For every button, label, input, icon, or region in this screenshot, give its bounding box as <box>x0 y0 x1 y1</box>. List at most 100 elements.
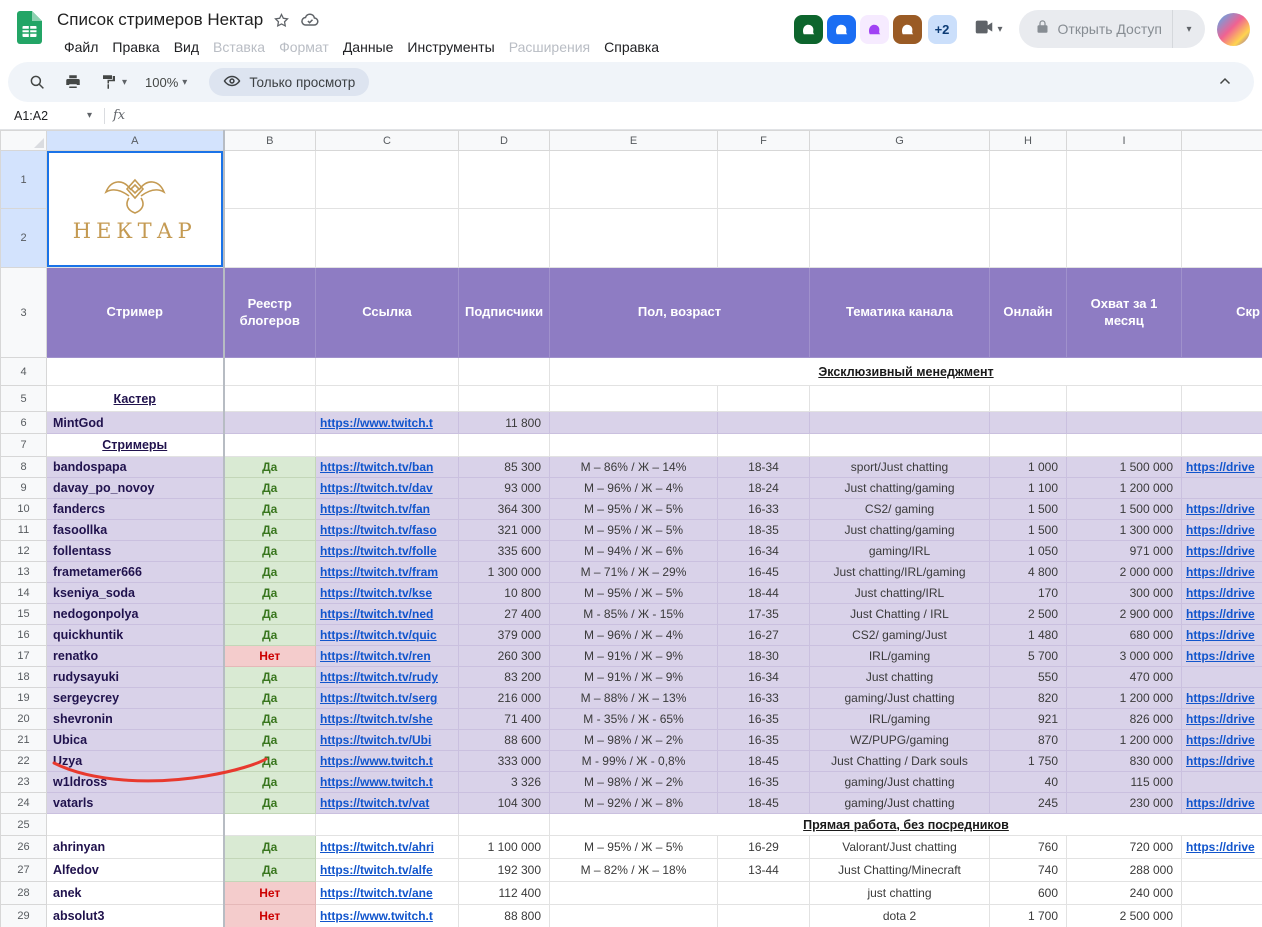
zoom-select[interactable]: 100% ▾ <box>139 71 193 94</box>
registry-cell[interactable]: Да <box>223 687 316 709</box>
section-title-cell[interactable]: Эксклюзивный менеджмент <box>549 357 1262 386</box>
cell[interactable] <box>458 813 550 836</box>
subscribers-cell[interactable]: 104 300 <box>458 792 550 814</box>
age-cell[interactable]: 18-30 <box>717 645 810 667</box>
gender-cell[interactable]: М - 35% / Ж - 65% <box>549 708 718 730</box>
theme-cell[interactable]: Just Chatting / Dark souls <box>809 750 990 772</box>
channel-link-cell[interactable]: https://twitch.tv/Ubi <box>315 729 459 751</box>
cell[interactable] <box>549 208 718 268</box>
gender-cell[interactable]: М – 98% / Ж – 2% <box>549 729 718 751</box>
cell[interactable] <box>717 150 810 209</box>
theme-cell[interactable]: IRL/gaming <box>809 645 990 667</box>
age-cell[interactable]: 16-34 <box>717 540 810 562</box>
cell[interactable] <box>458 208 550 268</box>
online-cell[interactable]: 740 <box>989 858 1067 882</box>
streamer-name-cell[interactable]: renatko <box>46 645 225 667</box>
theme-cell[interactable]: Just chatting/IRL <box>809 582 990 604</box>
subscribers-cell[interactable]: 11 800 <box>458 411 550 434</box>
row-header[interactable]: 1 <box>0 150 47 209</box>
subscribers-cell[interactable]: 3 326 <box>458 771 550 793</box>
row-header[interactable]: 23 <box>0 771 47 793</box>
gender-cell[interactable]: М – 95% / Ж – 5% <box>549 582 718 604</box>
column-header-partial[interactable] <box>1181 130 1262 151</box>
channel-link-cell[interactable]: https://twitch.tv/ahri <box>315 835 459 859</box>
subscribers-cell[interactable]: 1 300 000 <box>458 561 550 583</box>
streamer-name-cell[interactable]: vatarls <box>46 792 225 814</box>
subscribers-cell[interactable]: 27 400 <box>458 603 550 625</box>
gender-cell[interactable]: М – 96% / Ж – 4% <box>549 477 718 499</box>
cell[interactable] <box>989 385 1067 412</box>
channel-link-cell[interactable]: https://twitch.tv/alfe <box>315 858 459 882</box>
cell[interactable] <box>717 385 810 412</box>
cell[interactable] <box>549 433 718 457</box>
cell[interactable] <box>1181 150 1262 209</box>
collaborator-avatar-1[interactable] <box>793 14 823 44</box>
cell[interactable] <box>1066 385 1182 412</box>
row-header[interactable]: 16 <box>0 624 47 646</box>
age-cell[interactable]: 16-35 <box>717 708 810 730</box>
row-header[interactable]: 24 <box>0 792 47 814</box>
cell[interactable] <box>223 385 316 412</box>
cell[interactable] <box>989 208 1067 268</box>
streamer-name-cell[interactable]: fasoollka <box>46 519 225 541</box>
channel-link-cell[interactable]: https://www.twitch.t <box>315 750 459 772</box>
theme-cell[interactable]: dota 2 <box>809 904 990 927</box>
theme-cell[interactable]: Just chatting/IRL/gaming <box>809 561 990 583</box>
cell[interactable] <box>223 813 316 836</box>
online-cell[interactable]: 245 <box>989 792 1067 814</box>
select-all-corner[interactable] <box>0 130 47 151</box>
online-cell[interactable]: 1 500 <box>989 519 1067 541</box>
streamer-name-cell[interactable]: ahrinyan <box>46 835 225 859</box>
row-header[interactable]: 17 <box>0 645 47 667</box>
reach-cell[interactable]: 2 500 000 <box>1066 904 1182 927</box>
screenshot-link-cell[interactable] <box>1181 904 1262 927</box>
reach-cell[interactable]: 230 000 <box>1066 792 1182 814</box>
document-title[interactable]: Список стримеров Нектар <box>57 10 264 29</box>
cell[interactable] <box>223 357 316 386</box>
gender-cell[interactable]: М – 71% / Ж – 29% <box>549 561 718 583</box>
channel-link-cell[interactable]: https://twitch.tv/ren <box>315 645 459 667</box>
collapse-toolbar-icon[interactable] <box>1210 69 1240 95</box>
registry-cell[interactable] <box>223 411 316 434</box>
cell[interactable] <box>549 150 718 209</box>
theme-cell[interactable]: gaming/Just chatting <box>809 687 990 709</box>
age-cell[interactable]: 16-27 <box>717 624 810 646</box>
screenshot-link-cell[interactable]: https://drive <box>1181 624 1262 646</box>
streamer-name-cell[interactable]: Alfedov <box>46 858 225 882</box>
sheets-logo-icon[interactable] <box>16 10 43 45</box>
reach-cell[interactable]: 1 200 000 <box>1066 729 1182 751</box>
name-box[interactable]: A1:A2 ▾ <box>10 109 96 123</box>
reach-cell[interactable]: 288 000 <box>1066 858 1182 882</box>
table-column-header[interactable]: Охват за 1 месяц <box>1066 267 1182 358</box>
online-cell[interactable]: 4 800 <box>989 561 1067 583</box>
row-header[interactable]: 7 <box>0 433 47 457</box>
theme-cell[interactable] <box>809 411 990 434</box>
collaborator-avatar-2[interactable] <box>826 14 856 44</box>
cell[interactable] <box>1181 385 1262 412</box>
row-header[interactable]: 21 <box>0 729 47 751</box>
cell[interactable] <box>315 813 459 836</box>
online-cell[interactable]: 1 050 <box>989 540 1067 562</box>
age-cell[interactable]: 16-29 <box>717 835 810 859</box>
cell[interactable] <box>717 208 810 268</box>
gender-cell[interactable]: М – 95% / Ж – 5% <box>549 498 718 520</box>
online-cell[interactable]: 5 700 <box>989 645 1067 667</box>
channel-link-cell[interactable]: https://twitch.tv/serg <box>315 687 459 709</box>
row-header[interactable]: 25 <box>0 813 47 836</box>
row-header[interactable]: 28 <box>0 881 47 905</box>
column-header-F[interactable]: F <box>717 130 810 151</box>
theme-cell[interactable]: Just Chatting/Minecraft <box>809 858 990 882</box>
screenshot-link-cell[interactable]: https://drive <box>1181 519 1262 541</box>
registry-cell[interactable]: Да <box>223 771 316 793</box>
table-column-header[interactable]: Ссылка <box>315 267 459 358</box>
gender-cell[interactable] <box>549 411 718 434</box>
registry-cell[interactable]: Да <box>223 582 316 604</box>
channel-link-cell[interactable]: https://twitch.tv/ane <box>315 881 459 905</box>
online-cell[interactable]: 1 700 <box>989 904 1067 927</box>
screenshot-link-cell[interactable]: https://drive <box>1181 835 1262 859</box>
menu-Файл[interactable]: Файл <box>64 39 99 55</box>
reach-cell[interactable]: 971 000 <box>1066 540 1182 562</box>
reach-cell[interactable]: 1 500 000 <box>1066 498 1182 520</box>
gender-cell[interactable]: М – 82% / Ж – 18% <box>549 858 718 882</box>
channel-link-cell[interactable]: https://twitch.tv/quic <box>315 624 459 646</box>
